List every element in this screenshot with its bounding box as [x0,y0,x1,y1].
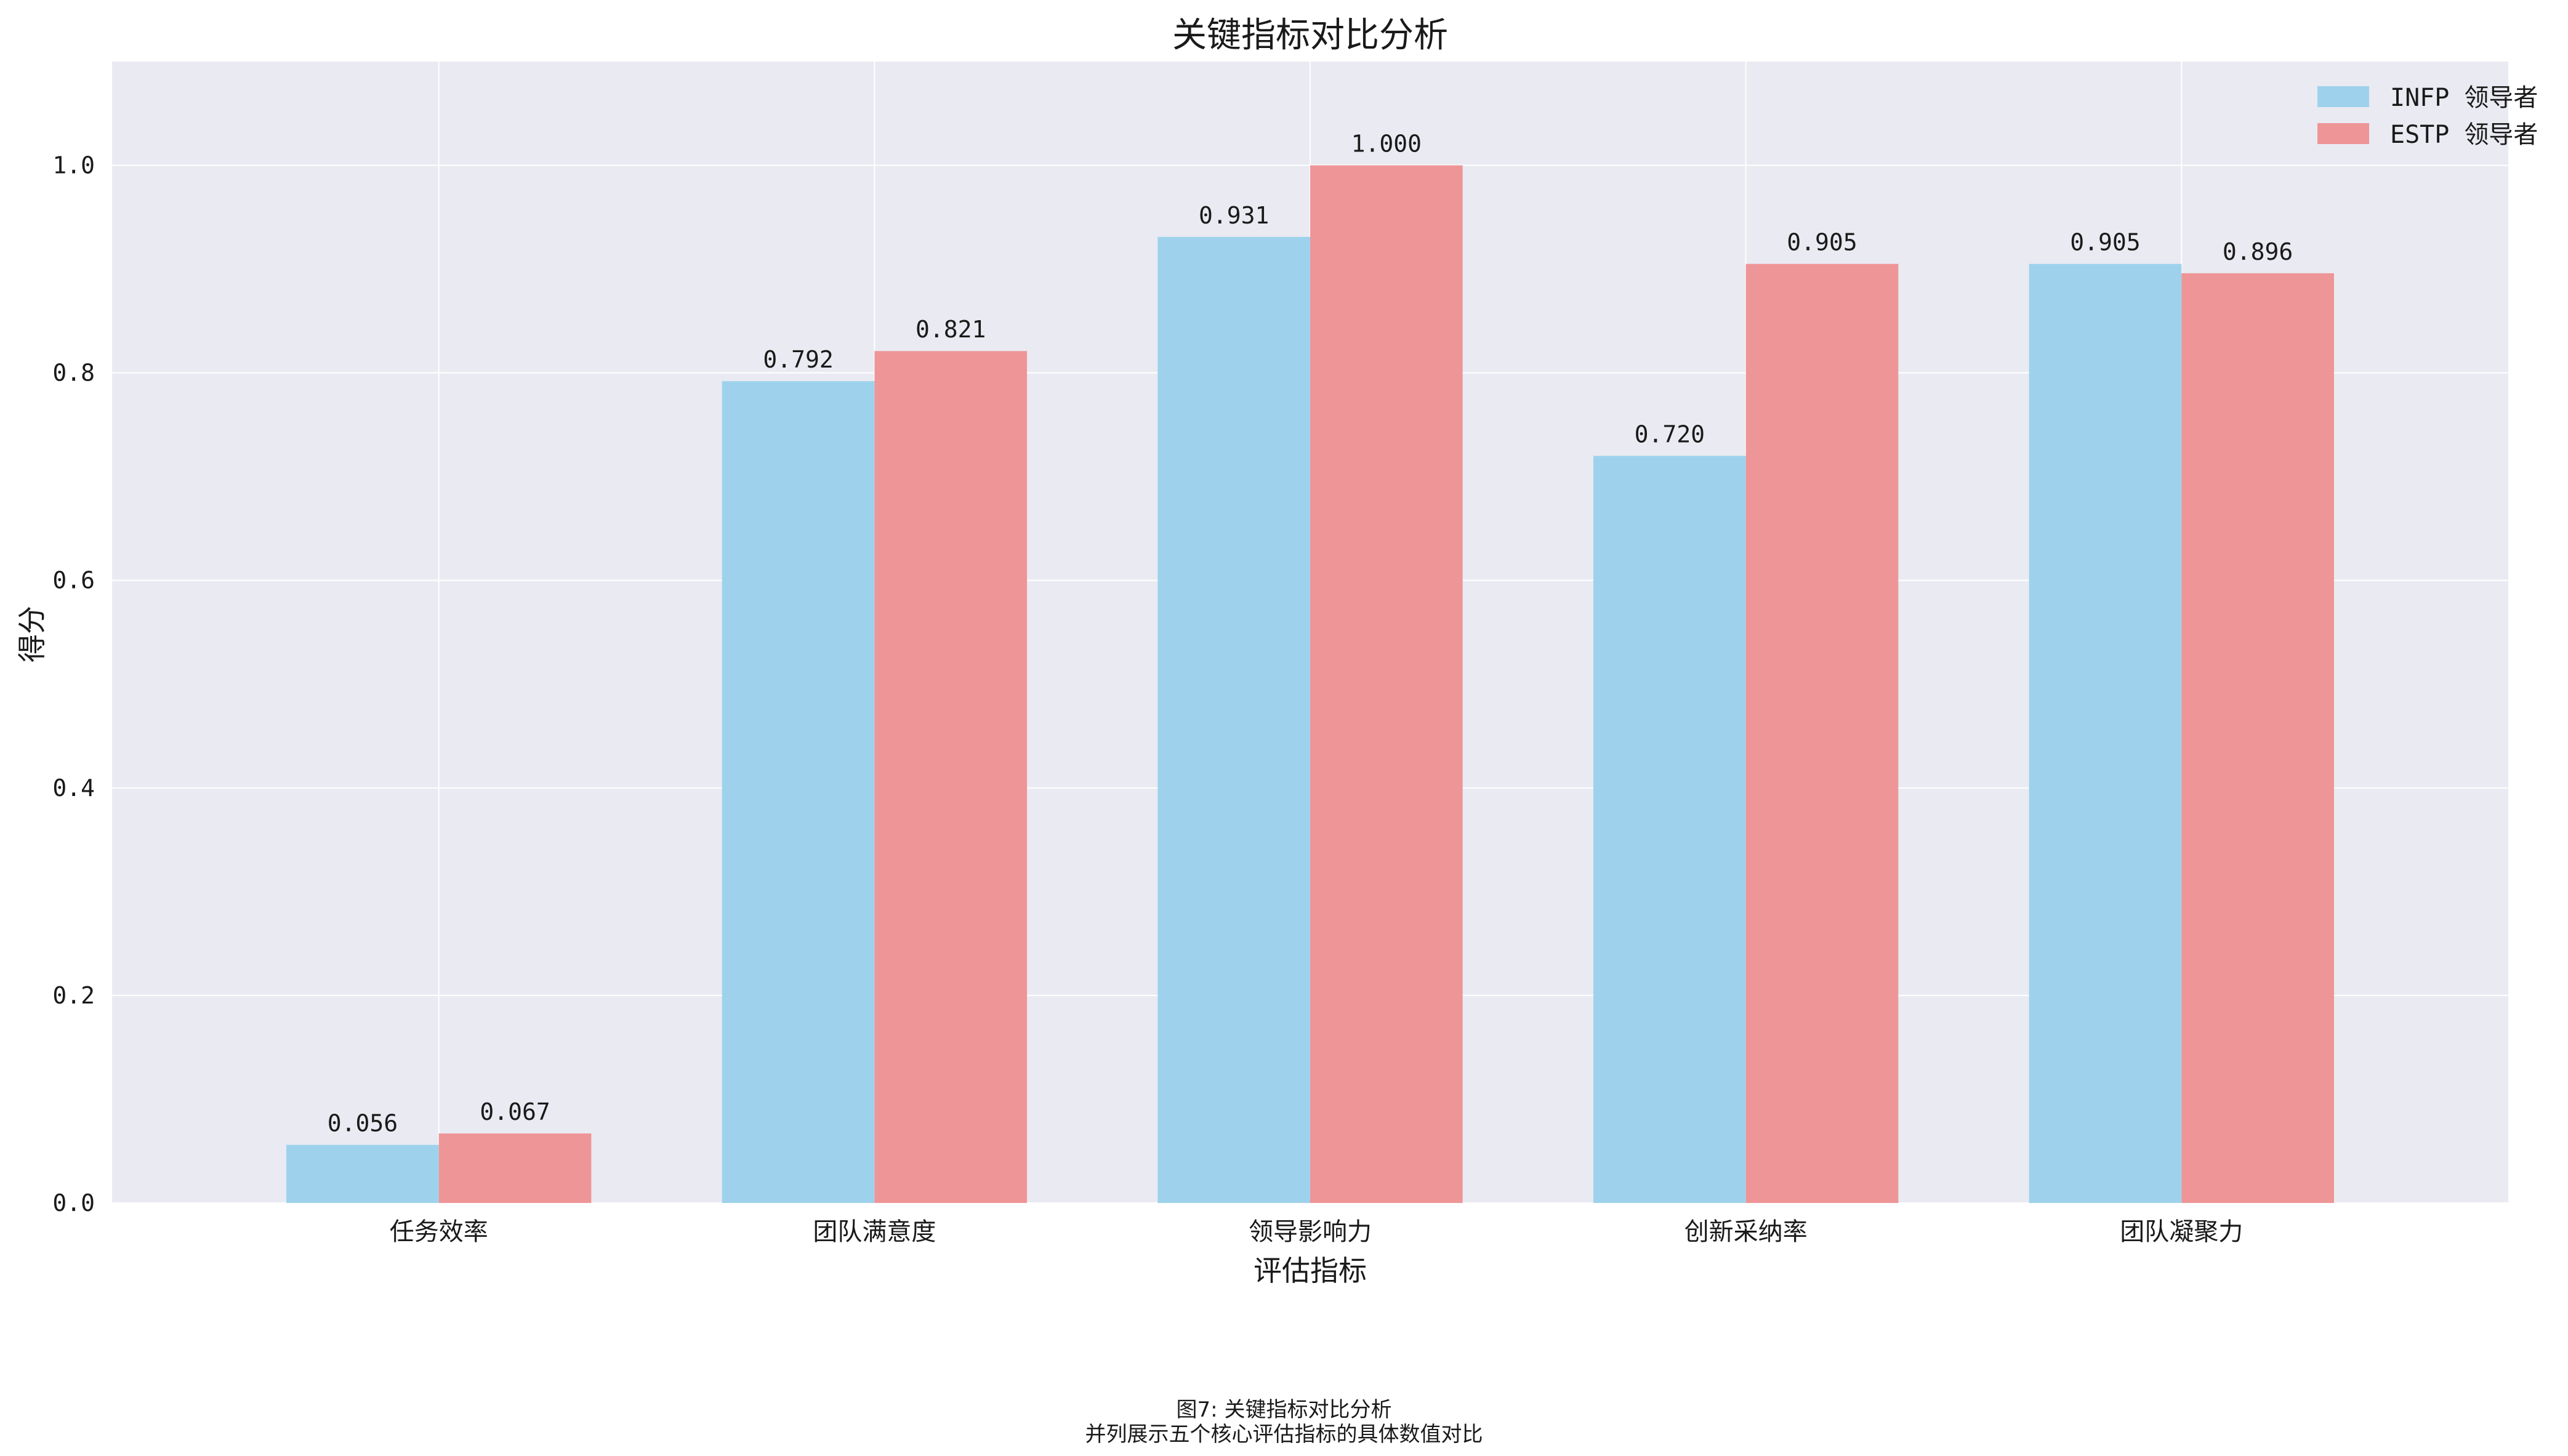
value-labels: 0.056 0.792 0.931 0.720 0.905 0.067 0.821 1.000… [328,131,2293,1137]
y-tick-label: 0.8 [52,360,95,387]
value-label-infp--2: 0.931 [1199,202,1269,229]
y-tick-label: 0.2 [52,982,95,1009]
value-label-estp--1: 0.821 [916,316,986,343]
y-tick-label: 0.0 [52,1189,95,1217]
bar-infp--4 [2029,263,2182,1204]
legend-label-infp: INFP 领导者 [2390,84,2538,112]
x-tick-label: 团队满意度 [813,1218,936,1246]
legend-label-estp: ESTP 领导者 [2390,121,2538,149]
bar-infp--2 [1157,236,1310,1204]
figure-caption-line1: 图7: 关键指标对比分析 [1176,1398,1392,1422]
x-axis-ticks: 任务效率 团队满意度 领导影响力 创新采纳率 团队凝聚力 [390,1218,2244,1246]
y-axis-ticks: 0.0 0.2 0.4 0.6 0.8 1.0 [52,152,95,1217]
value-label-estp--2: 1.000 [1351,131,1422,158]
y-tick-label: 1.0 [52,152,95,179]
value-label-infp--0: 0.056 [328,1110,398,1137]
bar-infp--3 [1593,456,1746,1204]
legend-swatch-infp [2317,86,2369,107]
bar-estp--1 [874,351,1028,1203]
legend: INFP 领导者 ESTP 领导者 [2317,84,2538,149]
bar-estp--4 [2181,273,2334,1203]
y-tick-label: 0.6 [52,567,95,594]
bar-estp--0 [438,1133,592,1203]
x-tick-label: 创新采纳率 [1684,1218,1808,1246]
bar-infp--1 [722,381,875,1203]
x-tick-label: 任务效率 [390,1218,488,1246]
figure-caption-line2: 并列展示五个核心评估指标的具体数值对比 [1085,1422,1483,1447]
bars [286,165,2334,1204]
y-tick-label: 0.4 [52,774,95,802]
bar-infp--0 [286,1144,439,1203]
value-label-infp--1: 0.792 [763,346,833,373]
y-axis-label: 得分 [15,606,49,662]
bar-estp--2 [1310,165,1463,1204]
value-label-estp--4: 0.896 [2223,238,2293,265]
x-axis-label: 评估指标 [1254,1254,1367,1287]
value-label-estp--3: 0.905 [1787,229,1857,256]
value-label-infp--3: 0.720 [1635,420,1705,448]
value-label-infp--4: 0.905 [2070,229,2140,256]
x-tick-label: 领导影响力 [1249,1218,1372,1246]
bar-estp--3 [1745,263,1899,1204]
value-label-estp--0: 0.067 [480,1098,550,1125]
chart-title: 关键指标对比分析 [1172,15,1448,55]
x-tick-label: 团队凝聚力 [2120,1218,2243,1246]
legend-swatch-estp [2317,123,2369,144]
